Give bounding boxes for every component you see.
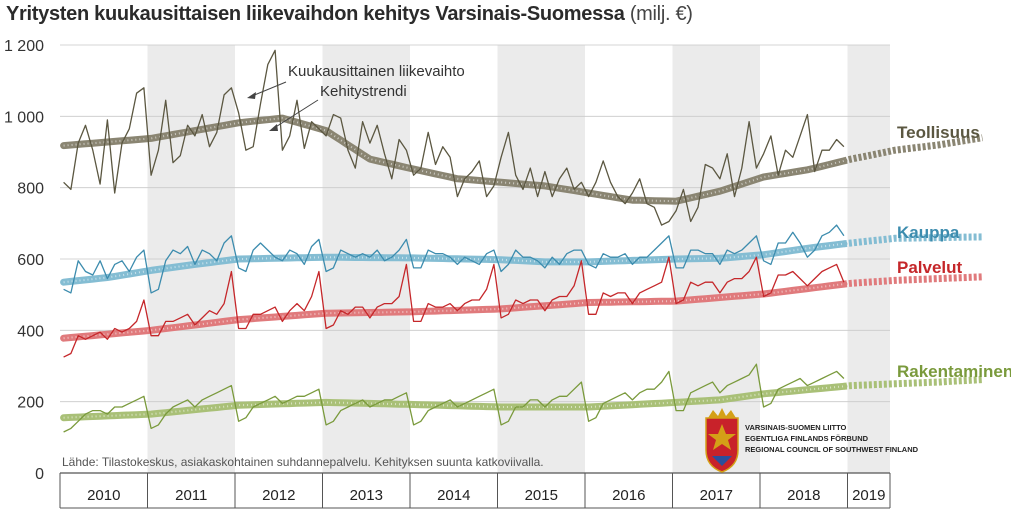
monthly-line	[63, 224, 845, 294]
x-tick-label: 2016	[612, 487, 645, 504]
trend-forecast	[843, 376, 983, 390]
x-tick-label: 2010	[87, 487, 120, 504]
series-label-palvelut: Palvelut	[897, 258, 963, 277]
x-axis: 2010 2011 2012 2013 2014 2015 2016 2017 2018 2019	[59, 473, 891, 509]
chart-unit: (milj. €)	[629, 3, 693, 25]
annotation-monthly: Kuukausittainen liikevaihto	[247, 63, 465, 99]
x-tick-label: 2012	[262, 487, 295, 504]
x-tick-label: 2015	[525, 487, 558, 504]
annotation-trend-arrowhead	[269, 124, 278, 131]
y-tick-label: 1 200	[4, 38, 44, 55]
org-name-sv: EGENTLIGA FINLANDS FÖRBUND	[745, 434, 869, 443]
y-tick-label: 0	[35, 466, 44, 483]
series-kauppa	[60, 224, 983, 294]
y-tick-label: 600	[17, 252, 44, 269]
monthly-line	[63, 256, 845, 358]
x-tick-label: 2013	[350, 487, 383, 504]
x-tick-label: 2018	[787, 487, 820, 504]
trend-forecast	[843, 273, 983, 288]
monthly-line	[63, 363, 845, 433]
monthly-line	[63, 49, 845, 226]
annotation-monthly-arrow	[251, 81, 287, 97]
annotation-trend-label: Kehitystrendi	[320, 83, 407, 100]
y-axis-ticks: 0 200 400 600 800 1 000 1 200	[4, 38, 44, 483]
series-label-rakentaminen: Rakentaminen	[897, 362, 1011, 381]
series-labels: Teollisuus Kauppa Palvelut Rakentaminen	[897, 123, 1011, 381]
trend-forecast	[843, 134, 983, 165]
trend-line	[60, 280, 848, 342]
org-name-fi: VARSINAIS-SUOMEN LIITTO	[745, 423, 847, 432]
x-tick-label: 2014	[437, 487, 470, 504]
y-tick-label: 1 000	[4, 109, 44, 126]
series-lines	[60, 49, 983, 433]
chart-title-text: Yritysten kuukausittaisen liikevaihdon k…	[6, 3, 625, 25]
y-tick-label: 400	[17, 323, 44, 340]
org-name-en: REGIONAL COUNCIL OF SOUTHWEST FINLAND	[745, 445, 919, 454]
coat-of-arms-icon	[705, 408, 739, 473]
series-palvelut	[60, 256, 983, 358]
x-tick-label: 2011	[175, 487, 207, 504]
annotation-monthly-label: Kuukausittainen liikevaihto	[288, 63, 465, 80]
chart-title: Yritysten kuukausittaisen liikevaihdon k…	[6, 3, 693, 26]
trend-line	[60, 240, 848, 286]
trend-forecast	[843, 233, 983, 248]
series-label-teollisuus: Teollisuus	[897, 123, 980, 142]
annotation-monthly-arrowhead	[247, 92, 256, 99]
source-note: Lähde: Tilastokeskus, asiakaskohtainen s…	[62, 455, 544, 469]
series-rakentaminen	[60, 363, 983, 433]
org-logo: VARSINAIS-SUOMEN LIITTO EGENTLIGA FINLAN…	[705, 408, 919, 473]
x-tick-label: 2019	[852, 487, 885, 504]
annotation-trend: Kehitystrendi	[269, 83, 407, 131]
series-label-kauppa: Kauppa	[897, 223, 960, 242]
trend-line	[60, 382, 848, 422]
y-tick-label: 200	[17, 395, 44, 412]
series-teollisuus	[60, 49, 983, 226]
y-tick-label: 800	[17, 181, 44, 198]
x-tick-label: 2017	[700, 487, 733, 504]
annotation-trend-arrow	[273, 99, 319, 129]
